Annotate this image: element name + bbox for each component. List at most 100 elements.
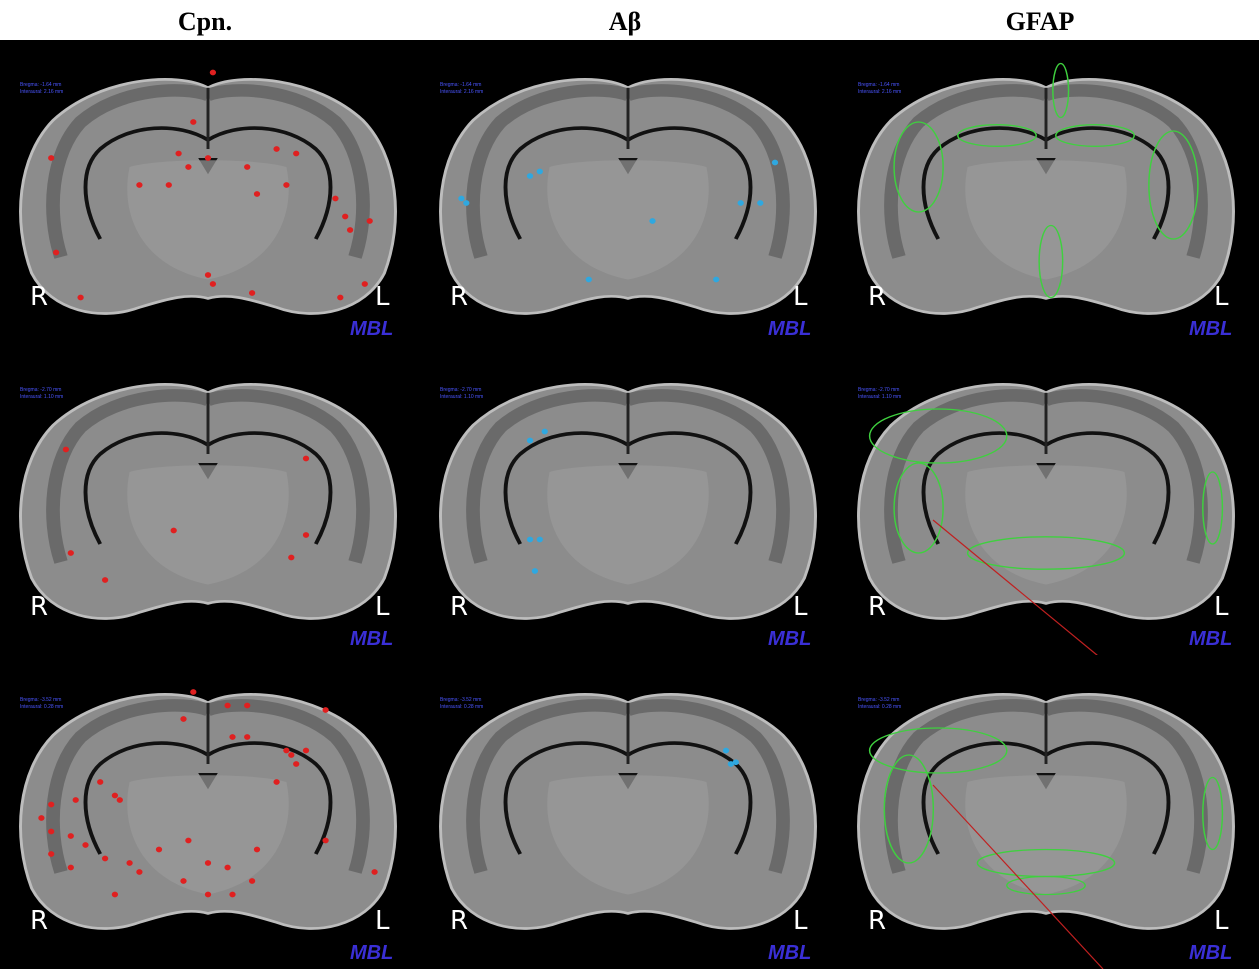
marker-dot [229,892,235,898]
bregma-label: Bregma: -3.52 mm [440,697,481,703]
left-hemisphere-label: L [375,592,390,622]
brain-section [21,70,396,314]
left-hemisphere-label: L [1214,592,1229,622]
right-hemisphere-label: R [450,282,468,312]
marker-dot [68,865,74,871]
interaural-label: Interaural: 2.16 mm [20,89,63,95]
left-hemisphere-label: L [375,282,390,312]
marker-dot [303,748,309,754]
marker-dot [757,200,763,206]
marker-dot [772,160,778,166]
marker-dot [322,838,328,844]
brain-section [441,694,816,928]
right-hemisphere-label: R [868,906,886,936]
marker-dot [273,779,279,785]
marker-dot [224,865,230,871]
left-hemisphere-label: L [793,592,808,622]
right-hemisphere-label: R [30,282,48,312]
marker-dot [342,214,348,220]
mbl-logo: MBL [768,628,811,650]
brain-section [441,79,816,313]
left-hemisphere-label: L [793,282,808,312]
mbl-logo: MBL [350,942,393,964]
marker-dot [288,752,294,758]
brain-section [21,689,396,928]
marker-dot [190,119,196,125]
marker-dot [713,277,719,283]
bregma-label: Bregma: -2.70 mm [20,387,61,393]
marker-dot [723,748,729,754]
marker-dot [175,151,181,157]
mbl-logo: MBL [1189,318,1232,340]
marker-dot [332,196,338,202]
marker-dot [362,281,368,287]
marker-dot [537,169,543,175]
marker-dot [303,456,309,462]
marker-dot [322,707,328,713]
left-hemisphere-label: L [1214,282,1229,312]
marker-dot [102,577,108,583]
marker-dot [68,833,74,839]
marker-dot [82,842,88,848]
marker-dot [205,892,211,898]
marker-dot [527,438,533,444]
bregma-label: Bregma: -2.70 mm [858,387,899,393]
marker-dot [288,555,294,561]
interaural-label: Interaural: 0.28 mm [858,704,901,710]
marker-dot [210,281,216,287]
marker-dot [527,173,533,179]
marker-dot [244,703,250,709]
right-hemisphere-label: R [450,592,468,622]
marker-dot [180,878,186,884]
marker-dot [738,200,744,206]
marker-dot [347,227,353,233]
panel-grid: Bregma: -1.64 mmInteraural: 2.16 mmRLMBL… [0,40,1259,969]
marker-dot [367,218,373,224]
marker-dot [283,748,289,754]
mbl-logo: MBL [1189,942,1232,964]
marker-dot [53,250,59,256]
marker-dot [542,429,548,435]
bregma-label: Bregma: -2.70 mm [440,387,481,393]
marker-dot [303,532,309,538]
marker-dot [337,295,343,301]
brain-section [21,384,396,618]
marker-dot [102,856,108,862]
marker-dot [68,550,74,556]
marker-dot [136,869,142,875]
marker-dot [249,878,255,884]
brain-panel: Bregma: -3.52 mmInteraural: 0.28 mmRLMBL [838,655,1259,969]
marker-dot [112,892,118,898]
mbl-logo: MBL [350,318,393,340]
marker-dot [166,182,172,188]
marker-dot [527,537,533,543]
marker-dot [649,218,655,224]
marker-dot [185,164,191,170]
brain-image [441,694,816,928]
interaural-label: Interaural: 2.16 mm [440,89,483,95]
marker-dot [180,716,186,722]
marker-dot [293,761,299,767]
interaural-label: Interaural: 0.28 mm [440,704,483,710]
marker-dot [273,146,279,152]
brain-image [21,79,396,313]
brain-image [441,384,816,618]
marker-dot [254,847,260,853]
marker-dot [48,155,54,161]
marker-dot [117,797,123,803]
mbl-logo: MBL [1189,628,1232,650]
bregma-label: Bregma: -1.64 mm [20,82,61,88]
column-header: Aβ [609,7,641,36]
marker-dot [283,182,289,188]
marker-dot [77,295,83,301]
marker-dot [532,568,538,574]
brain-section [859,694,1234,928]
marker-dot [371,869,377,875]
